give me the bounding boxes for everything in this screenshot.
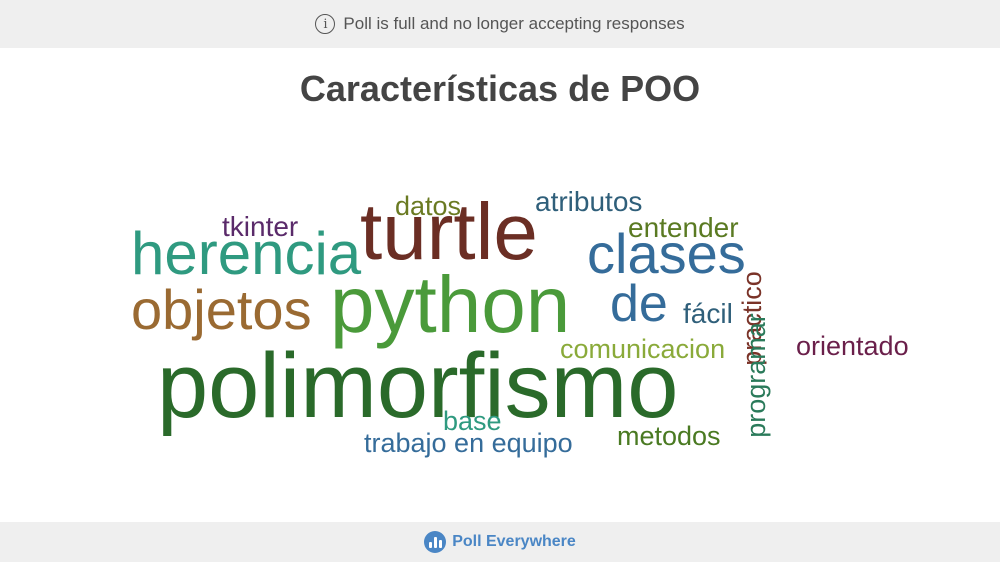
word-clases: clases (587, 222, 746, 285)
footer-brand-text: Poll Everywhere (452, 533, 576, 550)
word-atributos: atributos (535, 186, 643, 217)
word-entender: entender (628, 212, 739, 243)
word-de: de (610, 275, 668, 333)
word-orientado: orientado (796, 331, 909, 361)
word-python: python (330, 260, 571, 349)
word-comunicacion: comunicacion (560, 334, 726, 364)
word-turtle: turtle (360, 187, 538, 276)
word-tkinter: tkinter (222, 211, 299, 242)
word-base: base (443, 406, 502, 436)
footer: Poll Everywhere (0, 522, 1000, 562)
word-polimorfismo: polimorfismo (157, 335, 679, 437)
poll-everywhere-logo-icon (424, 531, 447, 553)
info-icon: i (315, 14, 336, 34)
poll-closed-banner: i Poll is full and no longer accepting r… (0, 0, 1000, 48)
page-title: Características de POO (299, 68, 701, 109)
word-herencia: herencia (131, 220, 362, 287)
word-objetos: objetos (131, 278, 312, 341)
word-trabajo-en-equipo: trabajo en equipo (364, 428, 573, 458)
word-facil: fácil (683, 298, 733, 329)
word-programar: programar (740, 313, 771, 438)
banner-text: Poll is full and no longer accepting res… (343, 14, 685, 33)
word-datos: datos (395, 191, 462, 221)
word-metodos: metodos (617, 421, 721, 451)
